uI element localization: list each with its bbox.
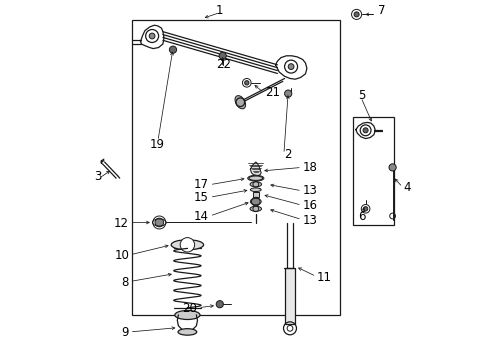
Bar [353,117,394,225]
Circle shape [155,218,164,227]
Text: 13: 13 [303,214,318,227]
Text: 6: 6 [358,210,366,223]
Circle shape [285,90,292,97]
Circle shape [364,207,368,211]
Ellipse shape [250,206,262,211]
Bar [285,268,294,324]
Bar [253,192,259,197]
Ellipse shape [248,175,264,181]
Text: 20: 20 [183,302,197,315]
Ellipse shape [178,329,197,335]
Text: 9: 9 [122,327,129,339]
Text: 14: 14 [194,210,209,222]
Ellipse shape [235,96,245,109]
Text: 12: 12 [114,217,129,230]
Text: 22: 22 [216,58,231,71]
Text: 13: 13 [303,184,318,197]
Text: 5: 5 [358,89,366,102]
Circle shape [216,301,223,308]
Ellipse shape [171,240,204,250]
Text: 3: 3 [95,170,102,183]
Circle shape [170,46,176,53]
Circle shape [245,81,249,85]
Text: 16: 16 [303,199,318,212]
Polygon shape [250,162,261,176]
Circle shape [251,197,260,206]
Circle shape [219,52,226,59]
Text: 18: 18 [303,161,318,174]
Circle shape [363,128,368,133]
Text: 8: 8 [122,276,129,289]
Ellipse shape [250,182,262,187]
Ellipse shape [175,310,200,320]
Text: 7: 7 [378,4,386,17]
Text: 17: 17 [194,178,209,191]
Text: 2: 2 [285,148,292,161]
Circle shape [288,64,294,69]
Circle shape [180,238,195,252]
Text: 1: 1 [216,4,223,17]
Bar [132,20,341,315]
Text: 21: 21 [265,86,280,99]
Circle shape [149,33,155,39]
Text: 10: 10 [114,249,129,262]
Text: 15: 15 [194,191,209,204]
Ellipse shape [250,188,261,192]
Text: 11: 11 [317,271,332,284]
Text: 19: 19 [149,138,164,150]
Text: 4: 4 [403,181,411,194]
Circle shape [389,164,396,171]
Circle shape [354,12,359,17]
